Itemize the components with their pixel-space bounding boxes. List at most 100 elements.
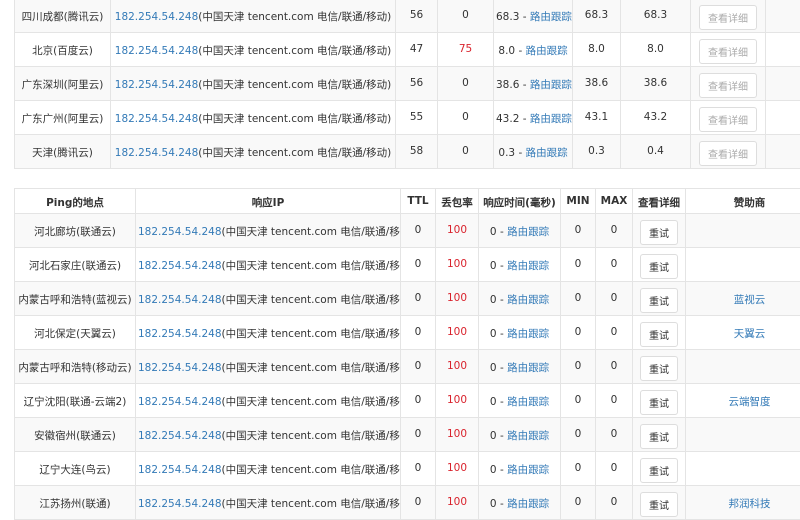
loss-cell: 0 bbox=[438, 67, 494, 101]
ip-cell: 182.254.54.248(中国天津 tencent.com 电信/联通/移动… bbox=[111, 33, 396, 67]
loss-cell: 100 bbox=[436, 282, 479, 316]
ping-results-table: Ping的地点 响应IP TTL 丢包率 响应时间(毫秒) MIN MAX 查看… bbox=[14, 188, 800, 520]
ip-info: (中国天津 tencent.com 电信/联通/移动) bbox=[222, 430, 401, 442]
time-cell: 0 - 路由跟踪 bbox=[479, 418, 561, 452]
sponsor-cell bbox=[686, 418, 800, 452]
ip-link[interactable]: 182.254.54.248 bbox=[138, 498, 222, 510]
retry-button[interactable]: 重试 bbox=[640, 254, 678, 279]
sponsor-link[interactable]: 云端智度 bbox=[729, 396, 771, 408]
ttl-cell: 0 bbox=[401, 350, 436, 384]
time-value: 0 bbox=[490, 430, 497, 442]
trace-route-link[interactable]: 路由跟踪 bbox=[526, 147, 568, 159]
table-row: 安徽宿州(联通云) 182.254.54.248(中国天津 tencent.co… bbox=[15, 418, 800, 452]
table-header-row: Ping的地点 响应IP TTL 丢包率 响应时间(毫秒) MIN MAX 查看… bbox=[15, 189, 800, 214]
detail-cell: 查看详细 bbox=[691, 101, 766, 135]
trace-route-link[interactable]: 路由跟踪 bbox=[507, 226, 549, 238]
ip-cell: 182.254.54.248(中国天津 tencent.com 电信/联通/移动… bbox=[111, 67, 396, 101]
trace-route-link[interactable]: 路由跟踪 bbox=[526, 45, 568, 57]
ip-info: (中国天津 tencent.com 电信/联通/移动) bbox=[222, 498, 401, 510]
sponsor-cell bbox=[766, 33, 800, 67]
ip-link[interactable]: 182.254.54.248 bbox=[115, 79, 199, 91]
ip-link[interactable]: 182.254.54.248 bbox=[138, 260, 222, 272]
sponsor-link[interactable]: 邦润科技 bbox=[729, 498, 771, 510]
sponsor-cell bbox=[686, 248, 800, 282]
min-cell: 0 bbox=[561, 248, 596, 282]
loss-cell: 100 bbox=[436, 316, 479, 350]
location-cell: 广东广州(阿里云) bbox=[15, 101, 111, 135]
time-cell: 0.3 - 路由跟踪 bbox=[494, 135, 573, 169]
trace-route-link[interactable]: 路由跟踪 bbox=[530, 113, 572, 125]
table-row: 河北廊坊(联通云) 182.254.54.248(中国天津 tencent.co… bbox=[15, 214, 800, 248]
table-row: 天津(腾讯云) 182.254.54.248(中国天津 tencent.com … bbox=[15, 135, 800, 169]
trace-route-link[interactable]: 路由跟踪 bbox=[507, 498, 549, 510]
sponsor-cell: 蓝视云 bbox=[686, 282, 800, 316]
max-cell: 0 bbox=[596, 486, 633, 520]
location-cell: 天津(腾讯云) bbox=[15, 135, 111, 169]
location-cell: 辽宁沈阳(联通-云端2) bbox=[15, 384, 136, 418]
view-detail-button[interactable]: 查看详细 bbox=[699, 107, 757, 132]
ip-cell: 182.254.54.248(中国天津 tencent.com 电信/联通/移动… bbox=[136, 418, 401, 452]
location-cell: 广东深圳(阿里云) bbox=[15, 67, 111, 101]
max-cell: 0 bbox=[596, 384, 633, 418]
ip-cell: 182.254.54.248(中国天津 tencent.com 电信/联通/移动… bbox=[136, 214, 401, 248]
trace-route-link[interactable]: 路由跟踪 bbox=[507, 260, 549, 272]
time-cell: 0 - 路由跟踪 bbox=[479, 214, 561, 248]
time-value: 0.3 bbox=[498, 147, 515, 159]
ip-link[interactable]: 182.254.54.248 bbox=[115, 113, 199, 125]
sponsor-link[interactable]: 天翼云 bbox=[734, 328, 766, 340]
ip-link[interactable]: 182.254.54.248 bbox=[115, 147, 199, 159]
location-cell: 河北廊坊(联通云) bbox=[15, 214, 136, 248]
ip-link[interactable]: 182.254.54.248 bbox=[138, 328, 222, 340]
ip-cell: 182.254.54.248(中国天津 tencent.com 电信/联通/移动… bbox=[136, 486, 401, 520]
ip-cell: 182.254.54.248(中国天津 tencent.com 电信/联通/移动… bbox=[136, 350, 401, 384]
retry-button[interactable]: 重试 bbox=[640, 458, 678, 483]
ip-link[interactable]: 182.254.54.248 bbox=[138, 226, 222, 238]
trace-route-link[interactable]: 路由跟踪 bbox=[507, 328, 549, 340]
trace-route-link[interactable]: 路由跟踪 bbox=[507, 396, 549, 408]
ip-link[interactable]: 182.254.54.248 bbox=[115, 45, 199, 57]
ip-link[interactable]: 182.254.54.248 bbox=[115, 11, 199, 23]
retry-button[interactable]: 重试 bbox=[640, 492, 678, 517]
ip-cell: 182.254.54.248(中国天津 tencent.com 电信/联通/移动… bbox=[111, 101, 396, 135]
view-detail-button[interactable]: 查看详细 bbox=[699, 5, 757, 30]
view-detail-button[interactable]: 查看详细 bbox=[699, 73, 757, 98]
ip-cell: 182.254.54.248(中国天津 tencent.com 电信/联通/移动… bbox=[136, 316, 401, 350]
retry-button[interactable]: 重试 bbox=[640, 322, 678, 347]
max-cell: 0 bbox=[596, 282, 633, 316]
retry-button[interactable]: 重试 bbox=[640, 390, 678, 415]
ttl-cell: 0 bbox=[401, 384, 436, 418]
trace-route-link[interactable]: 路由跟踪 bbox=[530, 11, 572, 23]
trace-route-link[interactable]: 路由跟踪 bbox=[507, 362, 549, 374]
min-cell: 8.0 bbox=[573, 33, 621, 67]
ip-link[interactable]: 182.254.54.248 bbox=[138, 430, 222, 442]
ttl-cell: 0 bbox=[401, 452, 436, 486]
trace-route-link[interactable]: 路由跟踪 bbox=[507, 294, 549, 306]
ip-link[interactable]: 182.254.54.248 bbox=[138, 464, 222, 476]
time-value: 0 bbox=[490, 498, 497, 510]
loss-cell: 100 bbox=[436, 350, 479, 384]
retry-button[interactable]: 重试 bbox=[640, 220, 678, 245]
ip-link[interactable]: 182.254.54.248 bbox=[138, 396, 222, 408]
view-detail-button[interactable]: 查看详细 bbox=[699, 39, 757, 64]
detail-cell: 重试 bbox=[633, 248, 686, 282]
sponsor-cell bbox=[686, 350, 800, 384]
ip-info: (中国天津 tencent.com 电信/联通/移动) bbox=[198, 147, 391, 159]
trace-route-link[interactable]: 路由跟踪 bbox=[530, 79, 572, 91]
trace-route-link[interactable]: 路由跟踪 bbox=[507, 430, 549, 442]
min-cell: 0 bbox=[561, 316, 596, 350]
time-value: 0 bbox=[490, 260, 497, 272]
sponsor-link[interactable]: 蓝视云 bbox=[734, 294, 766, 306]
retry-button[interactable]: 重试 bbox=[640, 288, 678, 313]
ip-link[interactable]: 182.254.54.248 bbox=[138, 362, 222, 374]
retry-button[interactable]: 重试 bbox=[640, 356, 678, 381]
ip-link[interactable]: 182.254.54.248 bbox=[138, 294, 222, 306]
sponsor-cell: 邦润科技 bbox=[686, 486, 800, 520]
time-cell: 38.6 - 路由跟踪 bbox=[494, 67, 573, 101]
trace-route-link[interactable]: 路由跟踪 bbox=[507, 464, 549, 476]
detail-cell: 重试 bbox=[633, 214, 686, 248]
loss-cell: 0 bbox=[438, 135, 494, 169]
detail-cell: 查看详细 bbox=[691, 0, 766, 33]
table-row: 广东广州(阿里云) 182.254.54.248(中国天津 tencent.co… bbox=[15, 101, 800, 135]
retry-button[interactable]: 重试 bbox=[640, 424, 678, 449]
view-detail-button[interactable]: 查看详细 bbox=[699, 141, 757, 166]
